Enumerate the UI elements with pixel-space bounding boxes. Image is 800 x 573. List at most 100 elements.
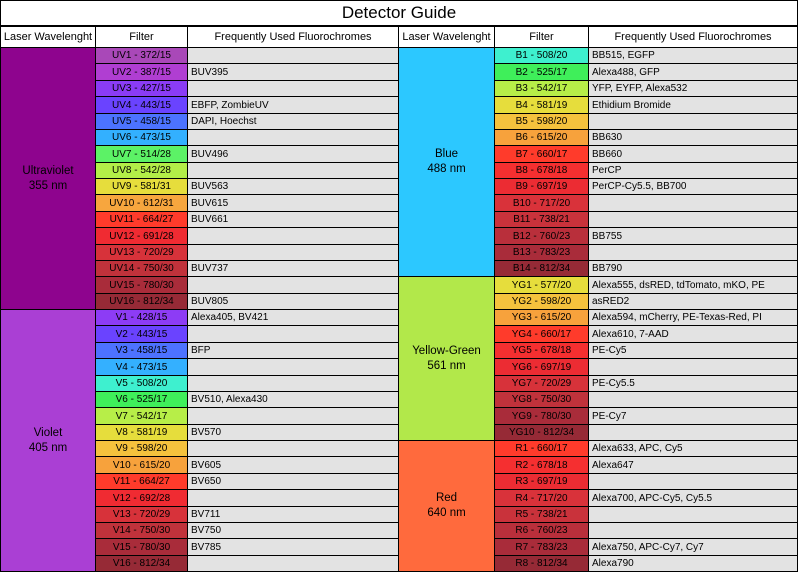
filter-label: YG3 - 615/20: [511, 312, 572, 323]
filter-cell: V16 - 812/34: [95, 555, 188, 572]
filter-label: V5 - 508/20: [115, 378, 168, 389]
fluorochrome-list: BV711: [191, 509, 221, 520]
filter-cell: R8 - 812/34: [494, 555, 589, 572]
filter-label: UV14 - 750/30: [109, 263, 174, 274]
filter-label: R7 - 783/23: [515, 541, 568, 553]
fluorochrome-cell: Alexa488, GFP: [588, 63, 798, 81]
fluorochrome-cell: [588, 391, 798, 408]
fluorochrome-list: BUV395: [191, 66, 229, 78]
filter-cell: UV11 - 664/27: [95, 211, 188, 228]
filter-cell: V4 - 473/15: [95, 358, 188, 376]
fluorochrome-cell: [187, 47, 399, 64]
filter-label: V11 - 664/27: [113, 476, 170, 487]
fluorochrome-cell: [187, 555, 399, 572]
fluorochrome-cell: BV605: [187, 456, 399, 474]
filter-cell: R4 - 717/20: [494, 489, 589, 507]
filter-label: B10 - 717/20: [512, 197, 571, 209]
filter-cell: UV15 - 780/30: [95, 276, 188, 294]
filter-cell: YG1 - 577/20: [494, 276, 589, 294]
fluorochrome-cell: Alexa700, APC-Cy5, Cy5.5: [588, 489, 798, 507]
fluorochrome-list: BB755: [592, 230, 623, 242]
header-filter-right: Filter: [494, 26, 589, 48]
filter-label: B14 - 812/34: [512, 263, 571, 274]
filter-cell: V15 - 780/30: [95, 538, 188, 556]
fluorochrome-list: DAPI, Hoechst: [191, 116, 257, 127]
filter-label: V14 - 750/30: [112, 525, 171, 536]
filter-label: V4 - 473/15: [115, 361, 168, 373]
fluorochrome-cell: [588, 424, 798, 441]
filter-cell: UV13 - 720/29: [95, 244, 188, 261]
filter-cell: B8 - 678/18: [494, 162, 589, 179]
filter-label: V10 - 615/20: [112, 459, 171, 471]
fluorochrome-cell: [588, 522, 798, 539]
filter-label: B12 - 760/23: [512, 230, 571, 242]
fluorochrome-list: PE-Cy5: [592, 345, 627, 356]
filter-cell: UV12 - 691/28: [95, 227, 188, 245]
fluorochrome-list: Alexa488, GFP: [592, 66, 660, 78]
fluorochrome-list: EBFP, ZombieUV: [191, 99, 269, 111]
filter-cell: UV16 - 812/34: [95, 293, 188, 310]
fluorochrome-cell: BV785: [187, 538, 399, 556]
filter-label: V15 - 780/30: [112, 541, 171, 553]
fluorochrome-list: Alexa610, 7-AAD: [592, 328, 669, 340]
filter-cell: V9 - 598/20: [95, 440, 188, 457]
filter-label: V2 - 443/15: [115, 328, 168, 340]
filter-label: YG10 - 812/34: [508, 427, 575, 438]
fluorochrome-cell: Alexa594, mCherry, PE-Texas-Red, PI: [588, 309, 798, 326]
filter-label: YG6 - 697/19: [511, 361, 572, 373]
laser-name: Blue: [434, 148, 459, 160]
filter-cell: B3 - 542/17: [494, 80, 589, 97]
fluorochrome-cell: [187, 80, 399, 97]
fluorochrome-cell: BUV737: [187, 260, 399, 277]
fluorochrome-list: BB790: [592, 263, 623, 274]
fluorochrome-list: Alexa633, APC, Cy5: [592, 443, 683, 454]
filter-label: UV11 - 664/27: [109, 214, 174, 225]
filter-label: B13 - 783/23: [512, 247, 571, 258]
filter-label: UV4 - 443/15: [112, 99, 171, 111]
fluorochrome-cell: Alexa555, dsRED, tdTomato, mKO, PE: [588, 276, 798, 294]
filter-label: UV2 - 387/15: [112, 66, 171, 78]
fluorochrome-cell: BB630: [588, 129, 798, 146]
fluorochrome-list: YFP, EYFP, Alexa532: [592, 83, 688, 94]
filter-cell: UV4 - 443/15: [95, 96, 188, 114]
fluorochrome-cell: BV650: [187, 473, 399, 490]
header-fluorochromes-right: Frequently Used Fluorochromes: [588, 26, 798, 48]
fluorochrome-list: BUV805: [191, 296, 229, 307]
filter-label: UV3 - 427/15: [112, 83, 171, 94]
fluorochrome-cell: BV570: [187, 424, 399, 441]
fluorochrome-cell: PE-Cy5: [588, 342, 798, 359]
filter-cell: V12 - 692/28: [95, 489, 188, 507]
fluorochrome-list: BV750: [191, 525, 222, 536]
filter-cell: B9 - 697/19: [494, 178, 589, 195]
fluorochrome-list: BUV661: [191, 214, 229, 225]
filter-label: V1 - 428/15: [115, 312, 168, 323]
fluorochrome-cell: BUV395: [187, 63, 399, 81]
filter-label: R8 - 812/34: [515, 558, 568, 569]
filter-cell: V11 - 664/27: [95, 473, 188, 490]
laser-name: Red: [435, 492, 458, 504]
fluorochrome-cell: Alexa790: [588, 555, 798, 572]
laser-name: Violet: [33, 426, 63, 439]
filter-label: UV12 - 691/28: [109, 230, 174, 242]
fluorochrome-cell: BUV563: [187, 178, 399, 195]
fluorochrome-cell: Alexa633, APC, Cy5: [588, 440, 798, 457]
fluorochrome-cell: BUV805: [187, 293, 399, 310]
filter-cell: B13 - 783/23: [494, 244, 589, 261]
filter-label: UV6 - 473/15: [112, 132, 171, 143]
fluorochrome-cell: Alexa647: [588, 456, 798, 474]
fluorochrome-list: BUV563: [191, 181, 229, 192]
laser-group-cell: Violet 405 nm: [0, 309, 96, 572]
fluorochrome-list: asRED2: [592, 296, 630, 307]
filter-label: B5 - 598/20: [515, 116, 568, 127]
filter-label: B4 - 581/19: [515, 99, 568, 111]
fluorochrome-cell: Alexa750, APC-Cy7, Cy7: [588, 538, 798, 556]
filter-cell: B5 - 598/20: [494, 113, 589, 130]
fluorochrome-list: BV785: [191, 541, 222, 553]
filter-label: V13 - 720/29: [112, 509, 171, 520]
filter-cell: V7 - 542/17: [95, 407, 188, 425]
filter-cell: B1 - 508/20: [494, 47, 589, 64]
fluorochrome-cell: BB790: [588, 260, 798, 277]
fluorochrome-cell: [588, 194, 798, 212]
fluorochrome-list: Alexa750, APC-Cy7, Cy7: [592, 541, 704, 553]
